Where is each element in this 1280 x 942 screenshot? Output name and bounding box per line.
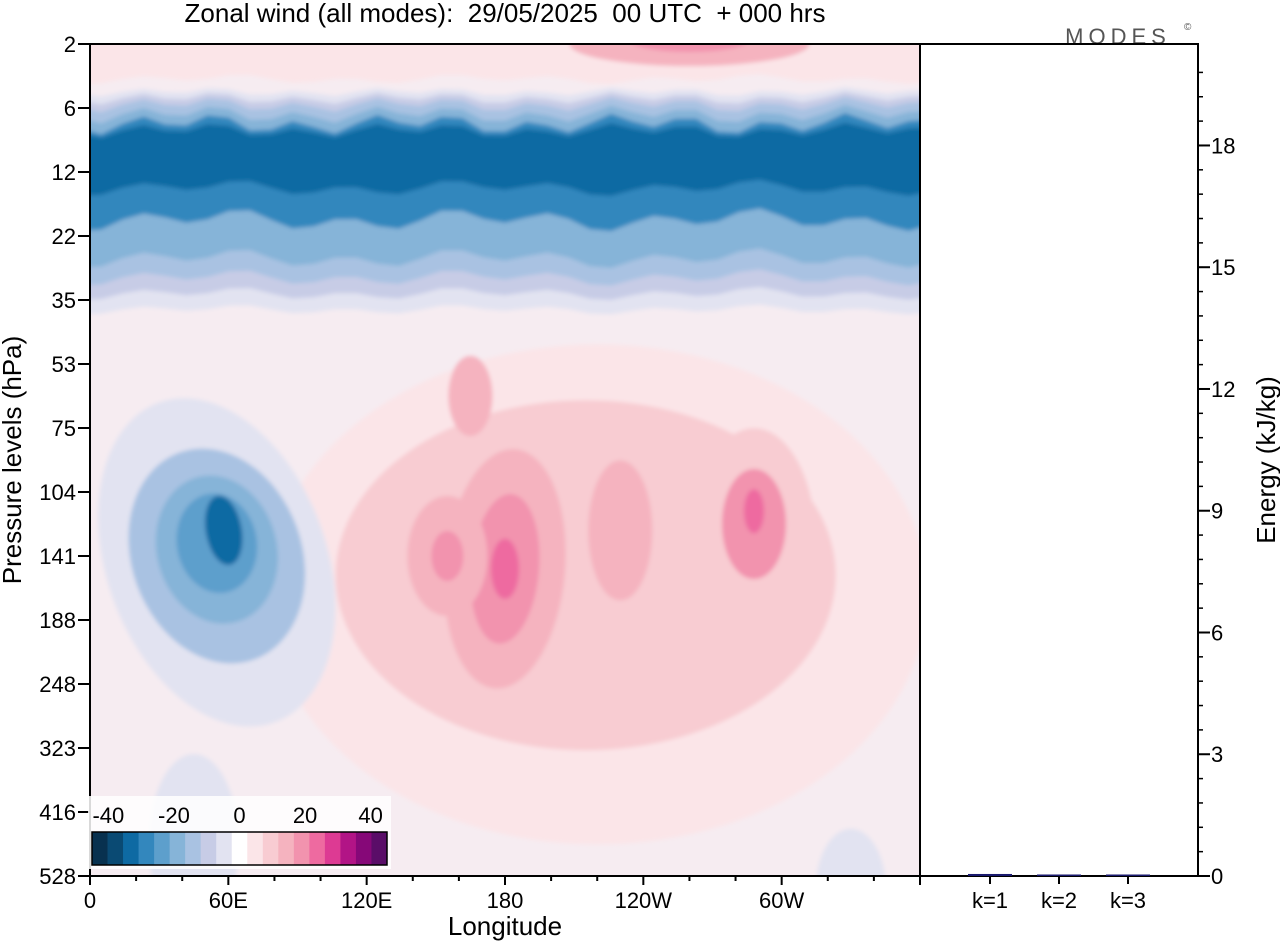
colorbar-swatch: [92, 832, 108, 865]
energy-tick-label: 12: [1211, 377, 1235, 402]
pressure-tick-label: 53: [52, 352, 76, 377]
longitude-tick-label: 180: [487, 888, 524, 913]
energy-tick-label: 3: [1211, 742, 1223, 767]
energy-axis: 0 3 6 9 12 15 18: [1198, 71, 1235, 889]
heatmap-contours: [90, 44, 920, 876]
colorbar-swatch: [355, 832, 372, 865]
core-290-c: [744, 489, 764, 534]
energy-tick-label: 0: [1211, 864, 1223, 889]
colorbar-swatch: [231, 832, 248, 865]
colorbar-swatch: [123, 832, 139, 865]
energy-bar: [1106, 874, 1150, 876]
chart-title: Zonal wind (all modes): 29/05/2025 00 UT…: [185, 0, 826, 28]
energy-bar: [968, 873, 1012, 876]
pressure-tick-label: 6: [64, 96, 76, 121]
colorbar-swatch: [340, 832, 357, 865]
colorbar-swatch: [262, 832, 279, 865]
colorbar-swatch: [138, 832, 155, 865]
colorbar-tick-label: 40: [358, 803, 382, 828]
longitude-axis: 0 60E 120E 180 120W 60W: [84, 876, 921, 913]
colorbar-swatch: [278, 832, 295, 865]
core-155-b: [431, 531, 464, 581]
energy-axis-label: Energy (kJ/kg): [1251, 376, 1280, 544]
colorbar-swatch: [185, 832, 202, 865]
colorbar-swatch: [293, 832, 310, 865]
pressure-tick-label: 12: [52, 160, 76, 185]
colorbar-swatch: [309, 832, 326, 865]
longitude-tick-label: 120E: [341, 888, 392, 913]
pressure-tick-label: 188: [39, 608, 76, 633]
x-axis-label: Longitude: [448, 911, 562, 941]
energy-category-label: k=3: [1110, 888, 1146, 913]
colorbar-swatch: [216, 832, 233, 865]
energy-bar: [1037, 874, 1081, 876]
energy-tick-label: 15: [1211, 255, 1235, 280]
colorbar-tick-label: 20: [293, 803, 317, 828]
colorbar-frame: [91, 831, 388, 866]
colorbar-swatch: [247, 832, 264, 865]
pressure-tick-label: 248: [39, 672, 76, 697]
core-225-a: [588, 460, 653, 601]
energy-category-label: k=2: [1041, 888, 1077, 913]
colorbar-swatch: [169, 832, 186, 865]
pressure-tick-label: 75: [52, 416, 76, 441]
colorbar-swatch: [371, 832, 388, 865]
colorbar: -40 -20 0 20 40: [88, 796, 391, 869]
longitude-tick-label: 60E: [209, 888, 248, 913]
core-165-top: [448, 356, 493, 436]
colorbar-swatch: [324, 832, 341, 865]
heatmap-area: [90, 44, 920, 876]
colorbar-tick-label: 0: [233, 803, 245, 828]
energy-category-label: k=1: [972, 888, 1008, 913]
energy-bars: k=1 k=2 k=3: [968, 873, 1150, 913]
pressure-tick-label: 141: [39, 544, 76, 569]
pressure-axis: 2 6 12 22 35 53 75 104 141 188 248 323 416 528: [39, 32, 90, 889]
core-180-c: [491, 538, 519, 599]
colorbar-tick-label: -20: [158, 803, 190, 828]
top-core-3: [433, 53, 554, 74]
energy-tick-label: 9: [1211, 499, 1223, 524]
top-core-1: [569, 44, 810, 66]
energy-panel-frame: [919, 43, 1199, 877]
colorbar-swatch: [154, 832, 171, 865]
pressure-tick-label: 2: [64, 32, 76, 57]
colorbar-tick-label: -40: [92, 803, 124, 828]
y-axis-label: Pressure levels (hPa): [0, 336, 27, 585]
pressure-tick-label: 22: [52, 224, 76, 249]
colorbar-swatch: [107, 832, 124, 865]
longitude-tick-label: 0: [84, 888, 96, 913]
longitude-tick-label: 120W: [615, 888, 673, 913]
strat-band-6: [90, 122, 920, 196]
pressure-tick-label: 104: [39, 480, 76, 505]
modes-logo-mark: ©: [1184, 22, 1192, 33]
colorbar-swatch: [200, 832, 217, 865]
east-e: [204, 495, 243, 566]
pressure-tick-label: 528: [39, 864, 76, 889]
pressure-tick-label: 35: [52, 288, 76, 313]
pressure-tick-label: 416: [39, 800, 76, 825]
energy-tick-label: 6: [1211, 620, 1223, 645]
pressure-tick-label: 323: [39, 736, 76, 761]
longitude-tick-label: 60W: [759, 888, 804, 913]
top-core-2: [632, 44, 746, 52]
energy-tick-label: 18: [1211, 133, 1235, 158]
east-surface-2: [816, 828, 886, 876]
